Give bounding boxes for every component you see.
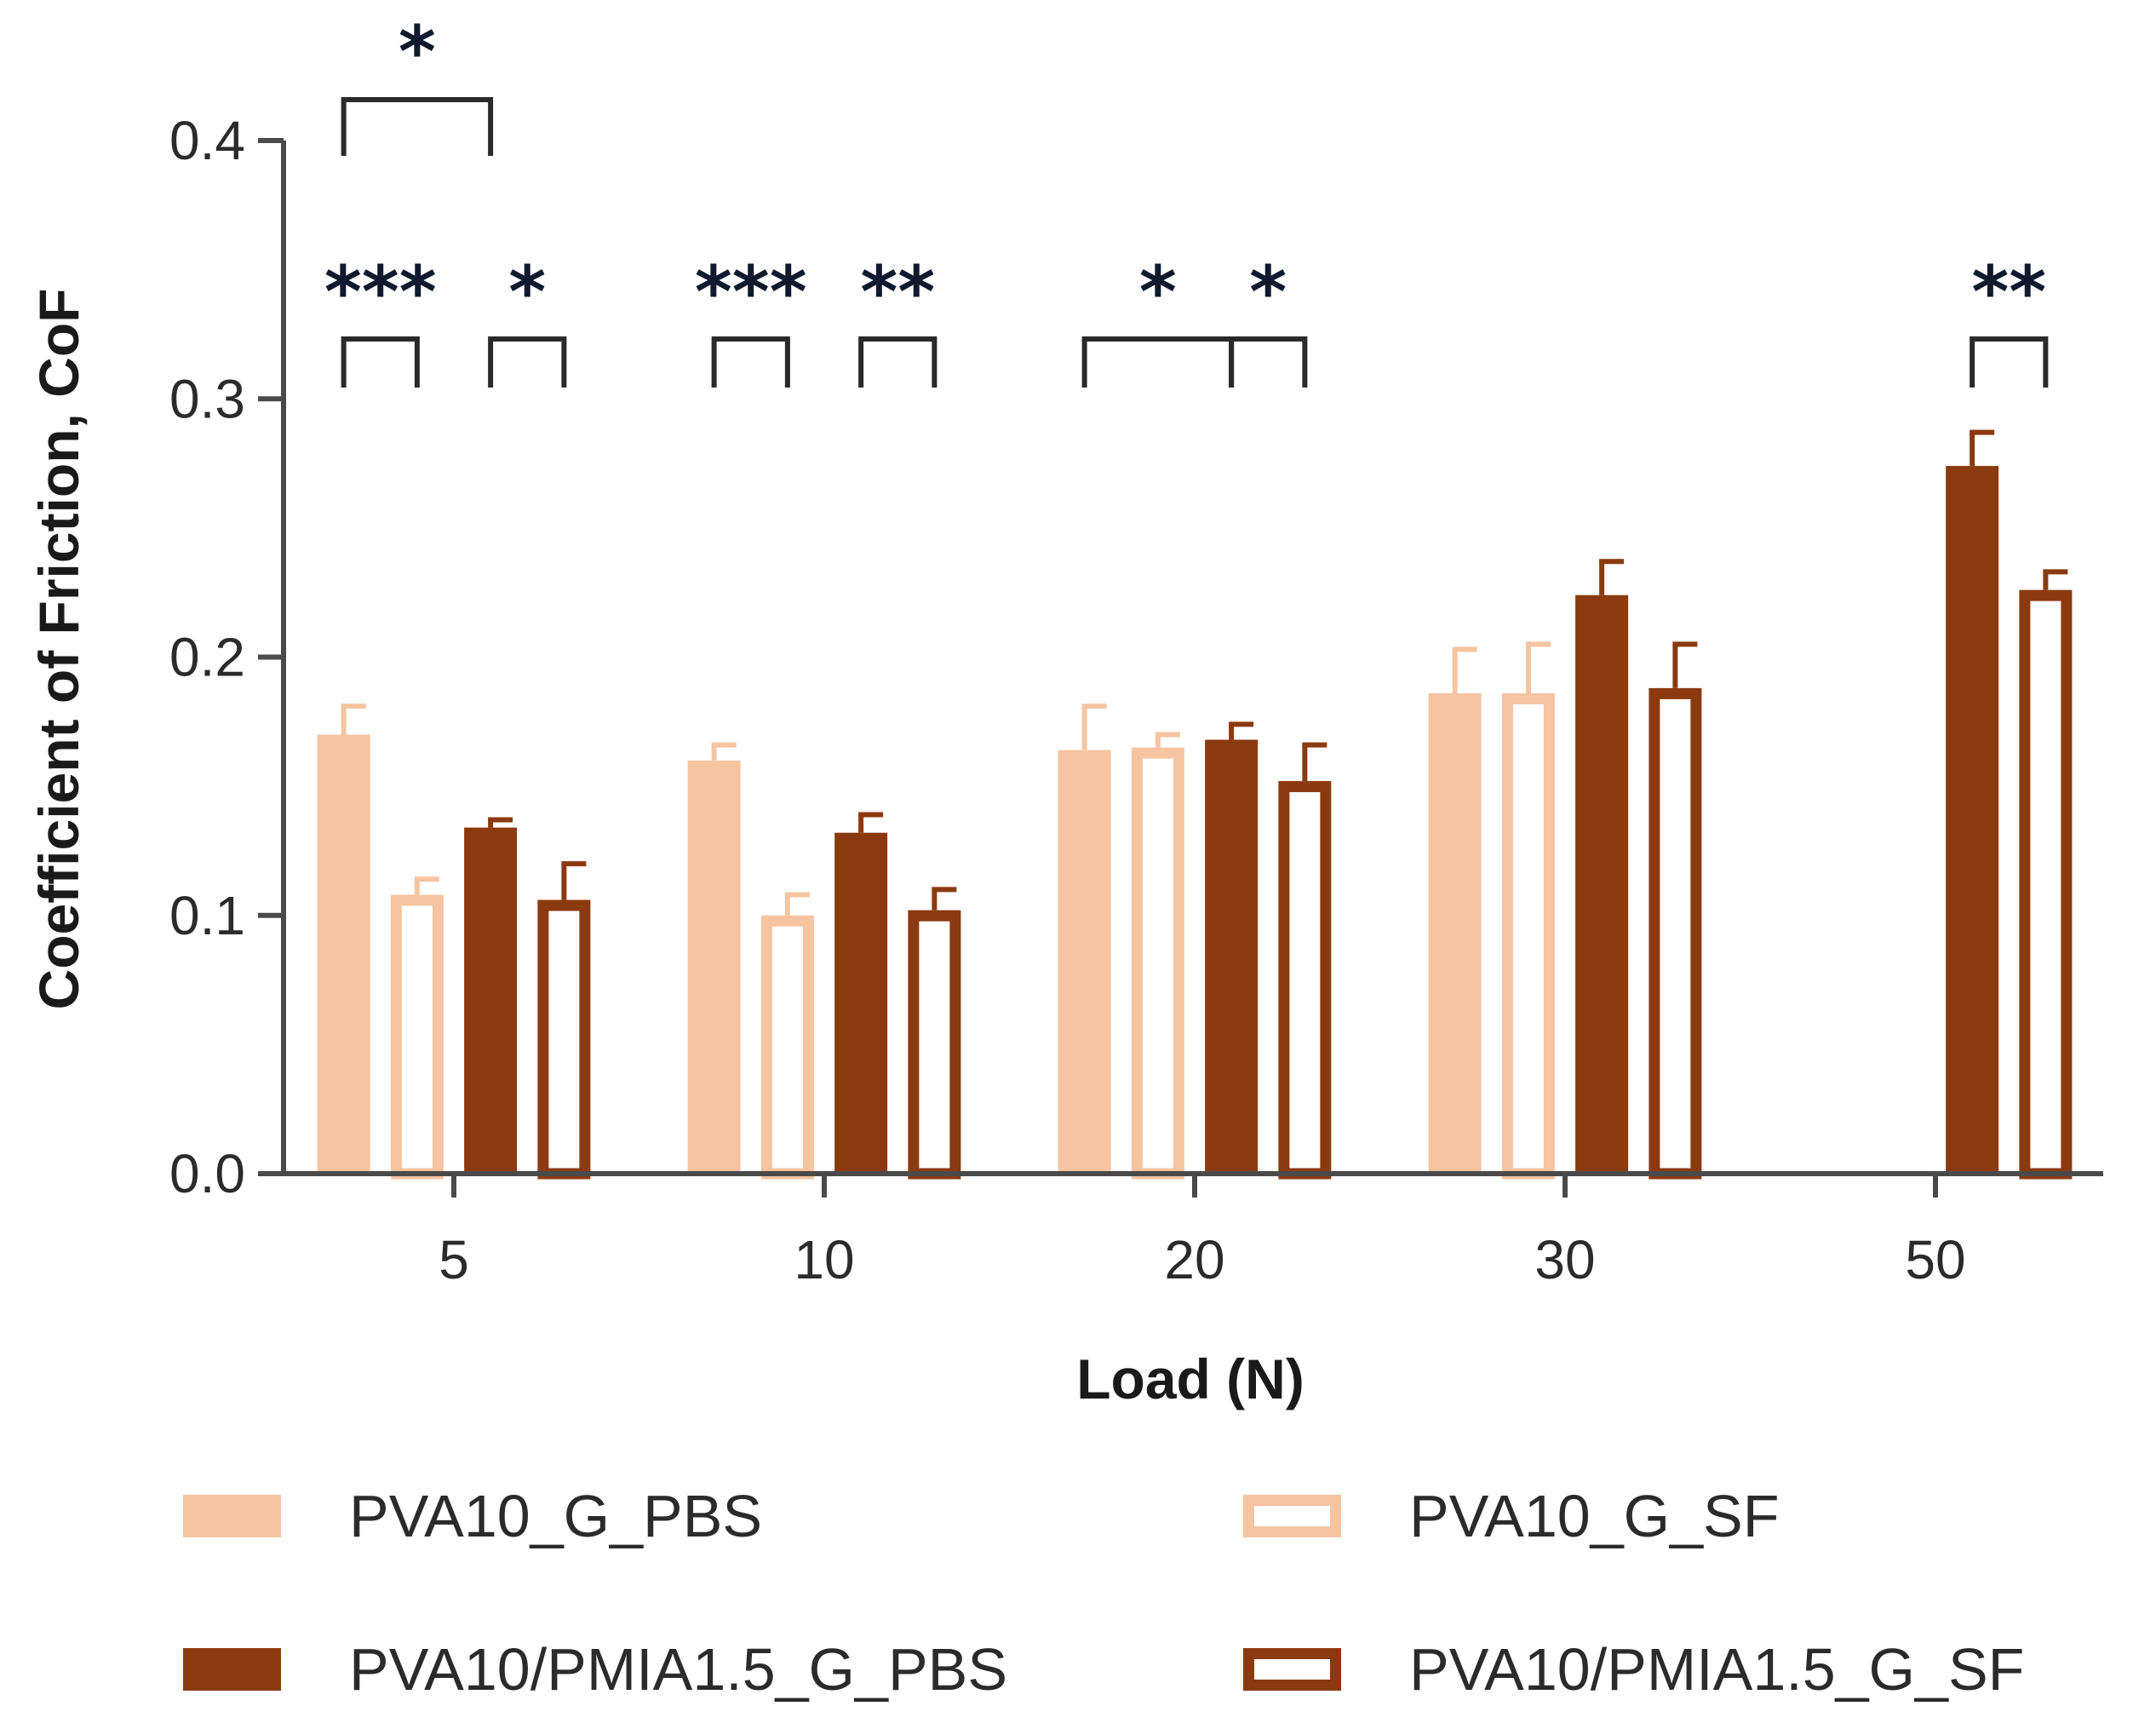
x-tick-label: 50 [1905,1229,1965,1290]
bar [760,915,814,1180]
bar [390,894,444,1180]
x-tick-label: 5 [439,1229,469,1290]
significance-label: * [399,10,436,94]
x-tick-label: 30 [1534,1229,1595,1290]
bar [1428,692,1482,1174]
legend-swatch [1243,1495,1341,1537]
significance-bracket [488,336,567,388]
bar [1575,595,1629,1174]
bar [1501,692,1555,1180]
significance-label: *** [695,250,807,334]
x-tick-label: 20 [1164,1229,1224,1290]
bar [464,827,518,1174]
bar [2019,589,2073,1180]
legend-swatch [183,1495,281,1537]
significance-bracket [1081,336,1235,388]
y-ticks: 0.0 0.1 0.2 0.3 0.4 [169,110,284,1204]
x-ticks: 5 10 20 30 50 [439,1174,1966,1290]
legend-label: PVA10/PMIA1.5_G_SF [1409,1636,2024,1703]
significance-label: ** [1971,250,2046,334]
bar [1205,739,1259,1174]
legend-label: PVA10/PMIA1.5_G_PBS [349,1636,1007,1703]
y-tick-label: 0.4 [169,110,245,171]
significance-group: *** ***** ** * * ** [324,10,2049,388]
x-tick-label: 10 [794,1229,854,1290]
significance-bracket [1229,336,1308,388]
y-tick-label: 0.2 [169,627,245,688]
bar [1131,747,1184,1180]
y-axis-title: Coefficient of Friction, CoF [27,289,90,1010]
significance-label: * [1249,250,1287,334]
significance-label: *** [324,250,437,334]
significance-bracket [341,336,420,388]
bar [537,899,591,1180]
x-axis-title: Load (N) [1076,1347,1304,1410]
significance-bracket [1970,336,2049,388]
bar [1278,781,1332,1180]
bars-group [317,429,2073,1180]
bar [1649,687,1702,1180]
bar [317,734,370,1174]
legend-label: PVA10_G_PBS [349,1483,762,1549]
legend-swatch [183,1648,281,1691]
significance-label: * [508,250,546,334]
y-tick-label: 0.3 [169,368,245,429]
significance-label: ** [860,250,935,334]
legend-label: PVA10_G_SF [1409,1483,1780,1549]
significance-bracket [711,336,790,388]
legend: PVA10_G_PBS PVA10_G_SF PVA10/PMIA1.5_G_PBS… [183,1483,2024,1703]
significance-bracket [858,336,938,388]
y-tick-label: 0.1 [169,885,245,946]
bar [1058,750,1111,1174]
significance-label: * [1139,250,1177,334]
bar [834,832,888,1174]
y-tick-label: 0.0 [169,1143,245,1204]
legend-swatch [1243,1648,1341,1691]
bar [908,910,961,1180]
significance-bracket [341,97,494,156]
bar [687,760,741,1174]
bar [1946,466,1999,1174]
